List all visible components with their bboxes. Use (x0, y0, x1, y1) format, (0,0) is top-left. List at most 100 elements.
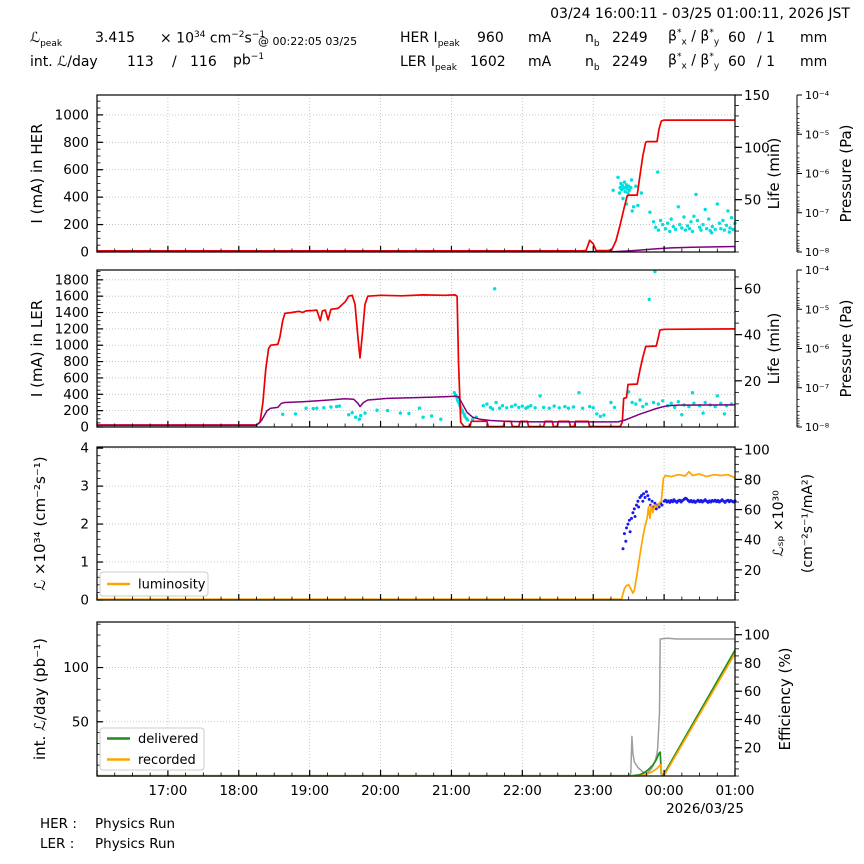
right-tick-label: 100 (744, 140, 770, 156)
her-mode-status: Physics Run (95, 816, 176, 832)
right-axis-title: Life (min) (765, 313, 783, 385)
right-tick-label: 100 (744, 628, 770, 644)
right-tick-label: 100 (744, 442, 770, 458)
y-tick-label: 400 (63, 387, 89, 403)
x-tick-label: 17:00 (148, 783, 187, 799)
y-tick-label: 50 (72, 714, 89, 730)
y-tick-label: 2 (80, 517, 89, 533)
y-tick-label: 200 (63, 403, 89, 419)
her-current-plot: 0 200 400 600 800 1000 50 100 150 Life (min) 10⁻⁴ 1… (28, 88, 855, 261)
pressure-tick-label: 10⁻⁴ (805, 89, 830, 102)
legend-label: delivered (138, 732, 198, 747)
pressure-tick-label: 10⁻⁸ (805, 246, 830, 259)
specific-lum-dots (621, 490, 737, 551)
beta-sep-her: / 1 (757, 30, 776, 46)
ler-life-line (97, 395, 736, 427)
pressure-axis-title: Pressure (Pa) (837, 299, 855, 397)
y-tick-label: 1000 (55, 338, 89, 354)
right-tick-label: 60 (744, 503, 761, 519)
intl-unit: pb−1 (233, 52, 265, 69)
y-tick-label: 1000 (55, 107, 89, 123)
right-tick-label: 80 (744, 472, 761, 488)
pressure-tick-label: 10⁻⁵ (805, 128, 829, 141)
x-tick-label: 19:00 (290, 783, 329, 799)
beta-label-her: β*x / β*y (668, 28, 720, 48)
right-tick-label: 20 (744, 563, 761, 579)
y-tick-label: 3 (80, 479, 89, 495)
lpeak-value: 3.415 (95, 30, 136, 46)
y-axis-title: I (mA) in LER (28, 300, 46, 397)
her-life-line (97, 245, 736, 253)
x-tick-label: 01:00 (716, 783, 755, 799)
y-axis-title: I (mA) in HER (28, 123, 46, 223)
x-tick-label: 22:00 (503, 783, 542, 799)
luminosity-legend: luminosity (99, 571, 209, 597)
beta-label-ler: β*x / β*y (668, 52, 720, 72)
ler-mode-label: LER : (40, 836, 75, 852)
y-tick-label: 1400 (55, 305, 89, 321)
her-ipeak-unit: mA (528, 30, 552, 46)
right-tick-label: 20 (744, 374, 761, 390)
lpeak-unit: × 1034 cm−2s−1 (160, 30, 266, 47)
nb-label-her: nb (585, 30, 600, 49)
beta-value-her: 60 (728, 30, 746, 46)
intl-value2: 116 (190, 54, 217, 70)
y-tick-label: 800 (63, 354, 89, 370)
intl-sep: / (172, 54, 177, 70)
right-tick-label: 50 (744, 193, 761, 209)
pressure-tick-label: 10⁻⁷ (805, 382, 829, 395)
right-tick-label: 40 (744, 533, 761, 549)
pressure-tick-label: 10⁻⁵ (805, 303, 829, 316)
nb-value-her: 2249 (612, 30, 648, 46)
y-tick-label: 1800 (55, 272, 89, 288)
luminosity-line (97, 470, 736, 601)
beta-unit-ler: mm (800, 54, 828, 70)
right-tick-label: 80 (744, 656, 761, 672)
y-tick-label: 100 (63, 660, 89, 676)
right-axis-title: Life (min) (765, 138, 783, 210)
her-mode-label: HER : (40, 816, 77, 832)
ler-mode-status: Physics Run (95, 836, 176, 852)
y-tick-label: 0 (80, 593, 89, 609)
ler-ipeak-value: 1602 (470, 54, 506, 70)
ler-current-line (97, 294, 736, 428)
x-tick-label: 18:00 (219, 783, 258, 799)
right-axis-title: ℒₛₚ ×10³⁰ (771, 490, 787, 557)
her-current-line (97, 119, 735, 252)
y-tick-label: 0 (80, 245, 89, 261)
ler-ipeak-unit: mA (528, 54, 552, 70)
right-tick-label: 40 (744, 328, 761, 344)
beta-unit-her: mm (800, 30, 828, 46)
pressure-tick-label: 10⁻⁶ (805, 168, 830, 181)
nb-label-ler: nb (585, 54, 600, 73)
lpeak-label: ℒpeak (30, 30, 63, 49)
date-range: 03/24 16:00:11 - 03/25 01:00:11, 2026 JS… (550, 6, 850, 22)
y-tick-label: 1 (80, 555, 89, 571)
y-axis-title: ℒ ×10³⁴ (cm⁻²s⁻¹) (31, 456, 49, 590)
efficiency-line (97, 637, 735, 777)
legend-label: luminosity (138, 578, 206, 593)
her-ipeak-label: HER Ipeak (400, 30, 460, 49)
pressure-tick-label: 10⁻⁷ (805, 207, 829, 220)
pressure-tick-label: 10⁻⁴ (805, 264, 830, 277)
lpeak-timestamp: @ 00:22:05 03/25 (258, 35, 358, 48)
y-tick-label: 600 (63, 370, 89, 386)
beta-sep-ler: / 1 (757, 54, 776, 70)
y-tick-label: 0 (80, 420, 89, 436)
pressure-tick-label: 10⁻⁶ (805, 343, 830, 356)
y-axis-title: int. ℒ/day (pb⁻¹) (31, 638, 49, 760)
y-tick-label: 600 (63, 162, 89, 178)
intl-value: 113 (127, 54, 154, 70)
y-tick-label: 200 (63, 217, 89, 233)
x-tick-label: 20:00 (361, 783, 400, 799)
pressure-axis-title: Pressure (Pa) (837, 124, 855, 222)
y-tick-label: 4 (80, 441, 89, 457)
y-tick-label: 800 (63, 135, 89, 151)
intl-label: int. ℒ/day (30, 54, 98, 70)
x-tick-label: 23:00 (574, 783, 613, 799)
y-tick-label: 400 (63, 190, 89, 206)
beta-value-ler: 60 (728, 54, 746, 70)
ler-pressure-dots (281, 269, 734, 422)
